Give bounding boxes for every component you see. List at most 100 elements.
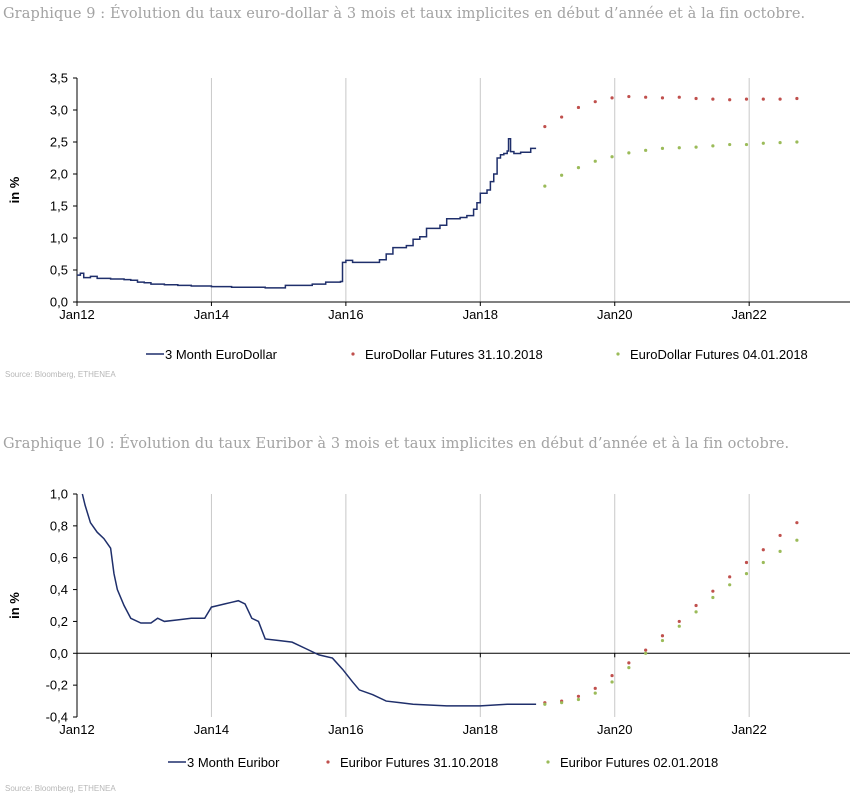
data-point xyxy=(795,96,799,101)
data-point xyxy=(610,673,614,678)
data-point xyxy=(677,146,681,150)
y-tick-label: 0,6 xyxy=(50,550,68,565)
data-point xyxy=(694,96,698,101)
data-point xyxy=(576,166,581,170)
data-point xyxy=(644,651,648,655)
data-point xyxy=(576,697,581,702)
series-line xyxy=(77,138,537,289)
data-point xyxy=(593,686,597,690)
data-point xyxy=(744,560,749,565)
data-point xyxy=(694,610,698,614)
data-point xyxy=(711,595,715,600)
data-point xyxy=(677,624,681,628)
data-point xyxy=(644,95,648,99)
legend-marker xyxy=(546,760,550,764)
data-point xyxy=(728,98,732,102)
data-point xyxy=(677,95,681,99)
x-tick-label: Jan12 xyxy=(59,722,94,737)
data-point xyxy=(627,666,631,670)
data-point xyxy=(560,701,564,705)
legend-marker xyxy=(616,352,620,356)
x-tick-label: Jan18 xyxy=(463,722,498,737)
y-tick-label: 1,0 xyxy=(50,487,68,502)
x-tick-label: Jan20 xyxy=(597,722,632,737)
y-tick-label: 3,0 xyxy=(50,103,68,118)
data-point xyxy=(677,619,681,624)
data-point xyxy=(795,538,799,542)
legend-marker xyxy=(351,352,355,356)
legend-label: EuroDollar Futures 04.01.2018 xyxy=(630,347,808,362)
data-point xyxy=(660,634,665,638)
chart-caption: Graphique 9 : Évolution du taux euro-dol… xyxy=(3,6,806,22)
data-point xyxy=(627,151,631,155)
x-tick-label: Jan18 xyxy=(463,307,498,322)
data-point xyxy=(644,648,648,652)
data-point xyxy=(728,583,732,587)
data-point xyxy=(660,638,665,643)
data-point xyxy=(761,141,765,145)
y-tick-label: 0,8 xyxy=(50,518,68,533)
data-point xyxy=(543,125,547,129)
legend-marker xyxy=(326,760,330,764)
data-point xyxy=(660,146,665,150)
data-point xyxy=(778,549,782,553)
y-tick-label: 0,0 xyxy=(50,646,68,661)
x-tick-label: Jan20 xyxy=(597,307,632,322)
data-point xyxy=(728,575,732,579)
data-point xyxy=(560,173,564,177)
legend-label: Euribor Futures 02.01.2018 xyxy=(560,755,718,770)
data-point xyxy=(627,94,631,99)
x-tick-label: Jan22 xyxy=(731,722,766,737)
y-tick-label: -0,2 xyxy=(46,678,68,693)
eurodollar-chart: 0,0 0,5 1,0 1,5 2,0 2,5 3,0 3,5 Jan12 Jan14 Jan16 J… xyxy=(7,71,850,362)
data-point xyxy=(610,96,614,100)
y-axis-label: in % xyxy=(7,592,22,619)
data-point xyxy=(778,97,782,101)
y-tick-label: 3,5 xyxy=(50,71,68,86)
y-tick-label: 0,5 xyxy=(50,263,68,278)
data-point xyxy=(778,141,782,145)
data-point xyxy=(593,100,597,104)
legend-label: EuroDollar Futures 31.10.2018 xyxy=(365,347,543,362)
data-point xyxy=(543,184,547,188)
chart-caption: Graphique 10 : Évolution du taux Euribor… xyxy=(3,436,790,452)
y-tick-label: 0,2 xyxy=(50,614,68,629)
data-point xyxy=(610,680,614,684)
data-point xyxy=(761,560,765,565)
data-point xyxy=(711,97,715,101)
chart-source: Source: Bloomberg, ETHENEA xyxy=(5,784,116,793)
data-point xyxy=(543,702,547,706)
x-tick-label: Jan14 xyxy=(194,307,229,322)
x-tick-label: Jan16 xyxy=(328,722,363,737)
y-tick-label: -0,4 xyxy=(46,710,68,725)
data-point xyxy=(627,661,631,665)
data-point xyxy=(593,691,597,695)
data-point xyxy=(795,521,799,525)
y-tick-label: 2,5 xyxy=(50,135,68,150)
data-point xyxy=(744,572,749,576)
data-point xyxy=(795,140,799,144)
data-point xyxy=(744,97,749,101)
x-tick-label: Jan16 xyxy=(328,307,363,322)
data-point xyxy=(610,155,614,159)
legend-label: Euribor Futures 31.10.2018 xyxy=(340,755,498,770)
y-tick-label: 0,0 xyxy=(50,295,68,310)
data-point xyxy=(576,694,581,698)
y-tick-label: 1,0 xyxy=(50,231,68,246)
data-point xyxy=(711,589,715,593)
data-point xyxy=(694,145,698,149)
data-point xyxy=(694,603,698,608)
y-axis-label: in % xyxy=(7,176,22,203)
data-point xyxy=(660,96,665,100)
data-point xyxy=(576,105,581,110)
y-tick-label: 0,4 xyxy=(50,582,68,597)
data-point xyxy=(593,159,597,163)
data-point xyxy=(761,548,765,552)
data-point xyxy=(744,142,749,147)
data-point xyxy=(644,148,648,152)
x-tick-label: Jan14 xyxy=(194,722,229,737)
data-point xyxy=(728,142,732,147)
chart-source: Source: Bloomberg, ETHENEA xyxy=(5,370,116,379)
data-point xyxy=(761,97,765,101)
